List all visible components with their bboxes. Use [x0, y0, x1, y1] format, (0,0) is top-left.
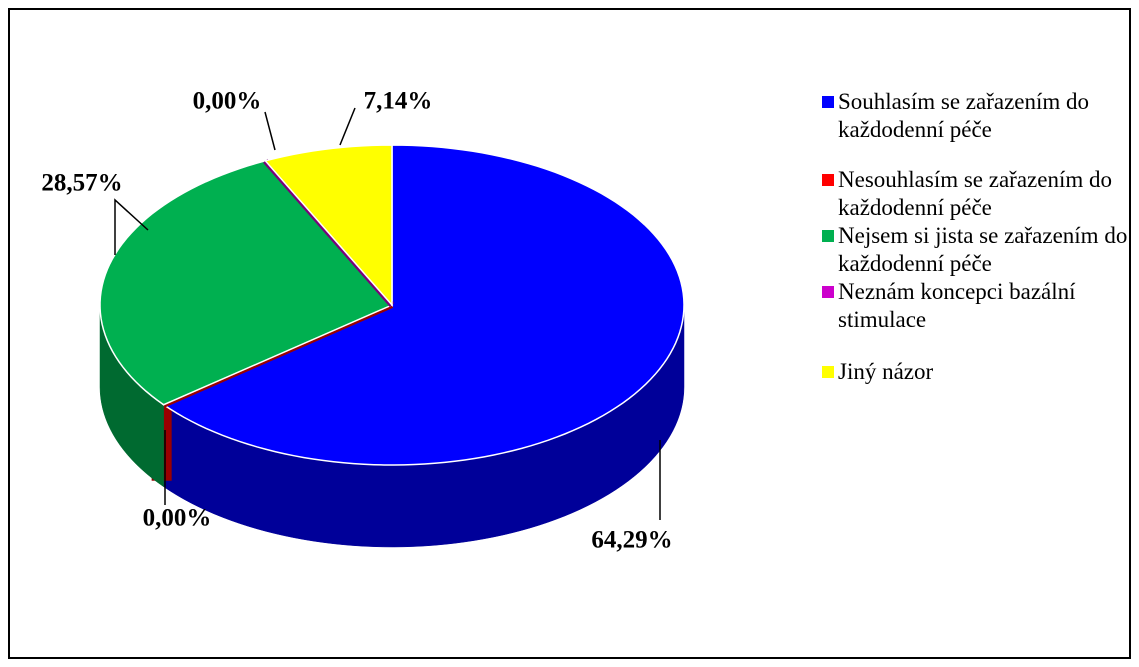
pie-slice	[162, 144, 685, 466]
legend: Souhlasím se zařazením do každodenní péč…	[822, 88, 1137, 386]
data-label: 7,14%	[364, 88, 433, 115]
legend-swatch	[822, 230, 834, 242]
leader-line	[339, 107, 356, 146]
legend-label: Jiný názor	[838, 359, 934, 384]
leader-line	[114, 198, 149, 255]
legend-entry: Neznám koncepci bazální stimulace	[822, 278, 1137, 334]
data-label: 0,00%	[193, 88, 262, 115]
pie-slice	[263, 144, 393, 307]
legend-swatch	[822, 174, 834, 186]
legend-label: Nesouhlasím se zařazením do každodenní p…	[838, 167, 1112, 220]
data-label: 64,29%	[591, 527, 672, 554]
frame	[8, 8, 1131, 659]
legend-entry: Nejsem si jista se zařazením do každoden…	[822, 222, 1137, 278]
legend-label: Nejsem si jista se zařazením do každoden…	[838, 223, 1128, 276]
data-label: 0,00%	[143, 505, 212, 532]
legend-entry: Souhlasím se zařazením do každodenní péč…	[822, 88, 1137, 144]
legend-label: Souhlasím se zařazením do každodenní péč…	[838, 89, 1090, 142]
legend-swatch	[822, 286, 834, 298]
legend-swatch	[822, 366, 834, 378]
leader-line	[264, 111, 276, 151]
pie-slice	[99, 159, 394, 406]
legend-label: Neznám koncepci bazální stimulace	[838, 279, 1076, 332]
legend-swatch	[822, 96, 834, 108]
legend-entry: Nesouhlasím se zařazením do každodenní p…	[822, 166, 1137, 222]
data-label: 28,57%	[41, 170, 122, 197]
legend-entry: Jiný názor	[822, 358, 1137, 386]
